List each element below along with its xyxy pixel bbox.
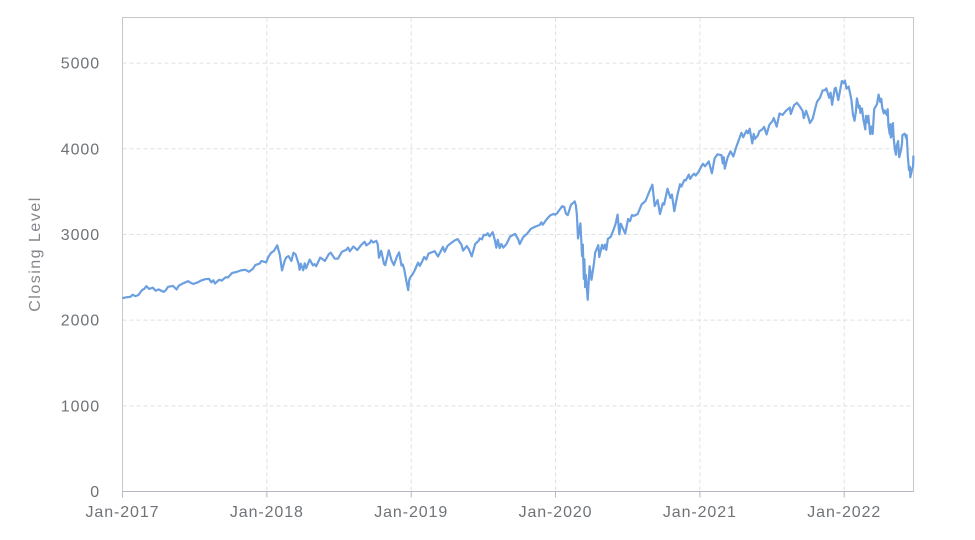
x-tick-label: Jan-2017 (86, 504, 160, 521)
x-tick-label: Jan-2018 (230, 504, 304, 521)
y-tick-label: 3000 (61, 227, 100, 244)
plot-border (122, 17, 914, 492)
data-line (122, 79, 915, 301)
y-tick-label: 5000 (61, 56, 100, 73)
y-tick-label: 4000 (61, 141, 100, 158)
x-tick-label: Jan-2019 (374, 504, 448, 521)
y-tick-label: 1000 (61, 398, 100, 415)
x-tick-label: Jan-2021 (663, 504, 737, 521)
x-tick-label: Jan-2020 (519, 504, 593, 521)
x-tick-label: Jan-2022 (807, 504, 881, 521)
y-tick-label: 0 (90, 484, 100, 501)
y-tick-label: 2000 (61, 313, 100, 330)
